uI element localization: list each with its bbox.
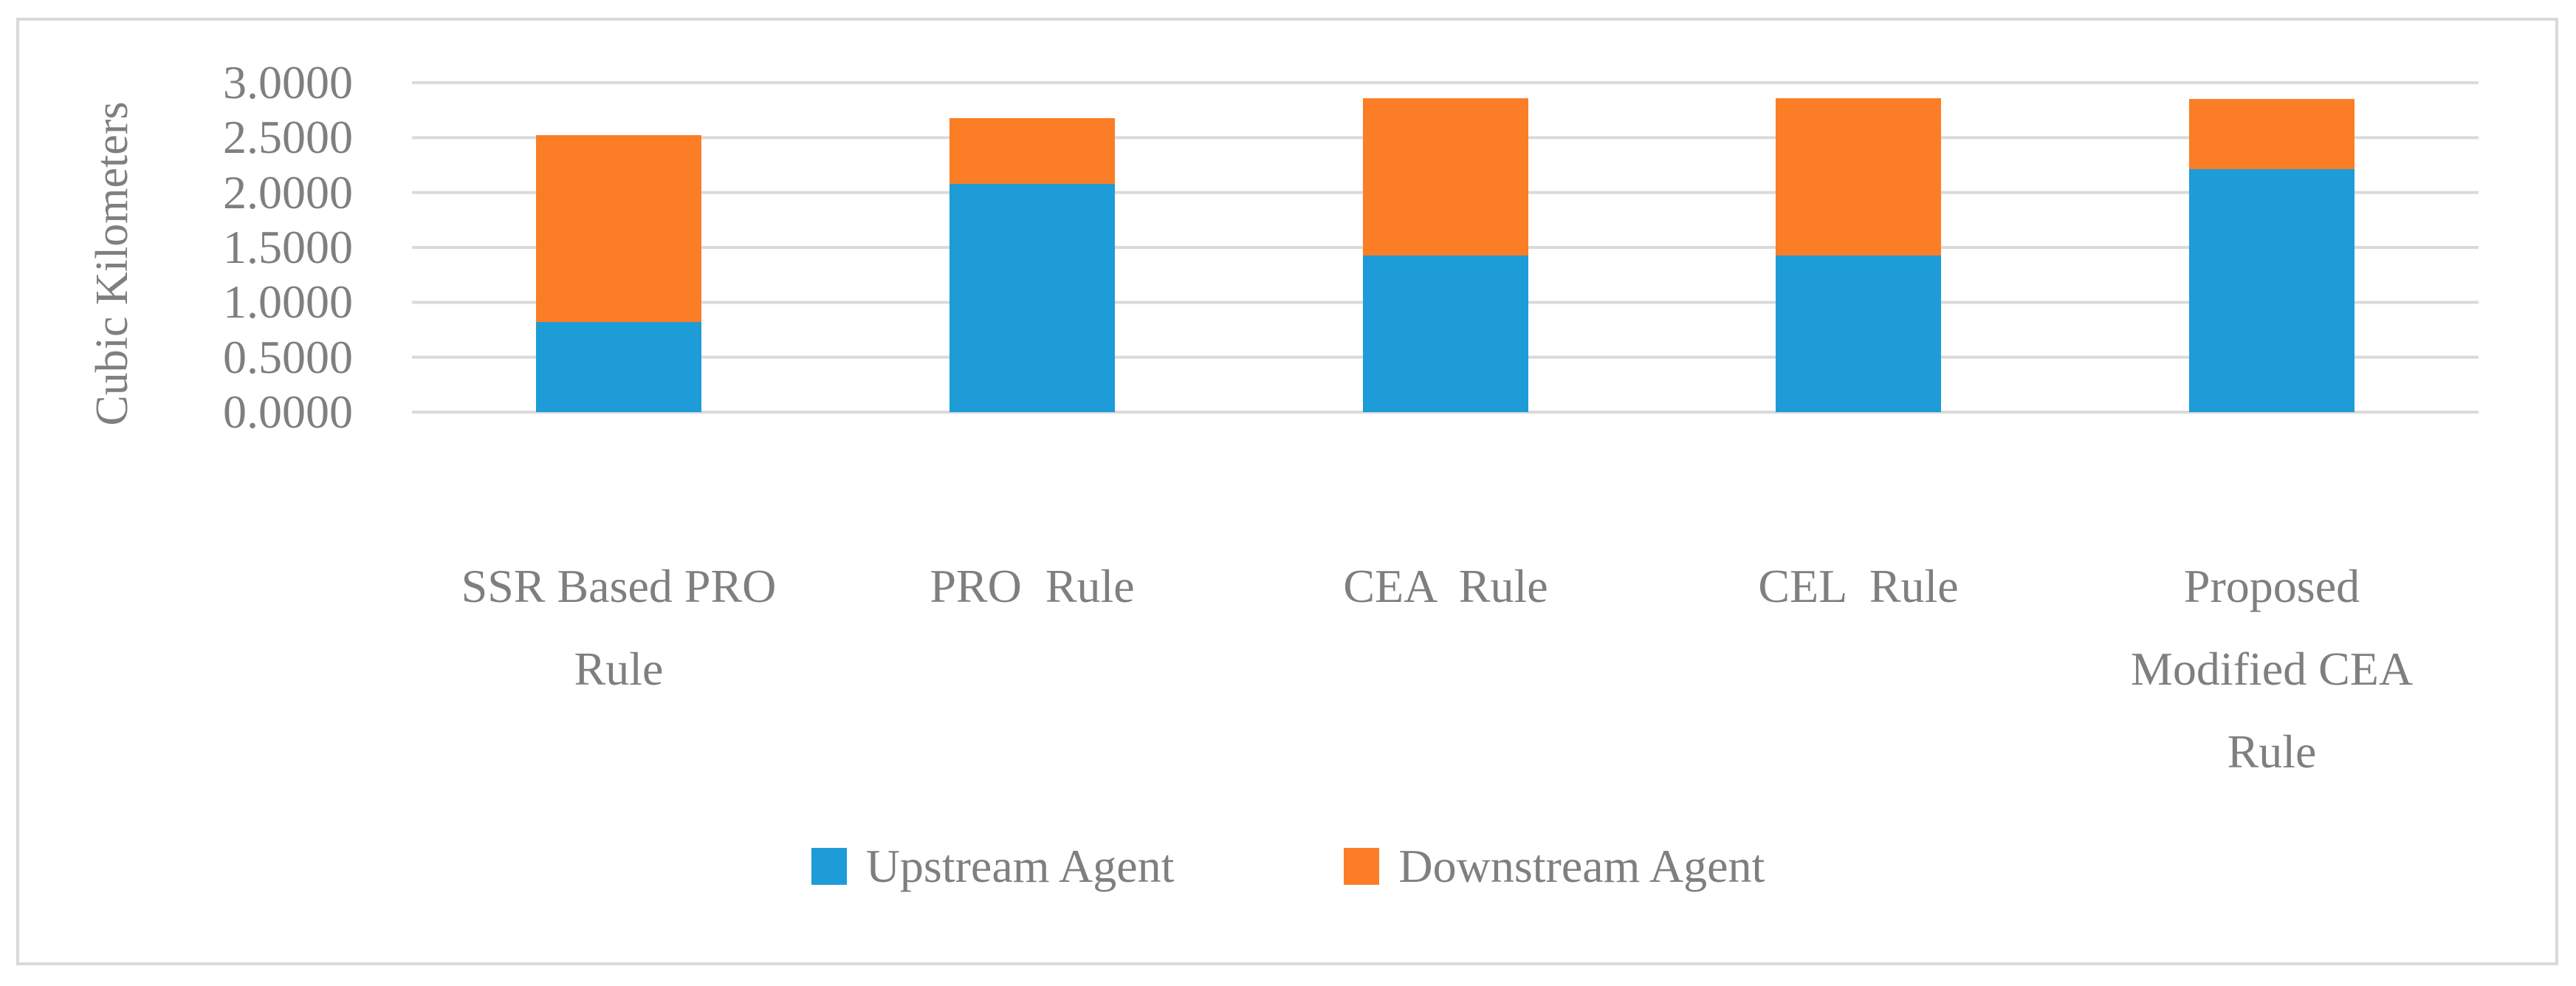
- legend-item-downstream-agent: Downstream Agent: [1344, 833, 1765, 900]
- legend-item-upstream-agent: Upstream Agent: [811, 833, 1175, 900]
- x-category-label: SSR Based PRO Rule: [461, 560, 777, 695]
- bar-segment-upstream-agent: [949, 184, 1115, 412]
- bar-segment-downstream-agent: [2189, 99, 2355, 169]
- y-tick-label: 0.5000: [223, 331, 353, 383]
- y-tick-label: 0.0000: [223, 386, 353, 438]
- legend-swatch-upstream-agent: [811, 848, 847, 885]
- chart-frame: [16, 18, 2558, 965]
- x-category-label: PRO Rule: [930, 560, 1135, 612]
- bar-segment-upstream-agent: [1363, 255, 1528, 412]
- x-category-label: Proposed Modified CEA Rule: [2130, 560, 2414, 778]
- x-category-label: CEL Rule: [1758, 560, 1959, 612]
- y-tick-label: 1.0000: [223, 275, 353, 328]
- bar-segment-downstream-agent: [949, 118, 1115, 184]
- bar-segment-upstream-agent: [2189, 169, 2355, 412]
- y-tick-label: 2.5000: [223, 111, 353, 163]
- bar-segment-upstream-agent: [536, 322, 701, 412]
- y-tick-label: 3.0000: [223, 56, 353, 109]
- legend-label-downstream-agent: Downstream Agent: [1398, 840, 1765, 892]
- x-category-label: CEA Rule: [1343, 560, 1548, 612]
- y-tick-label: 2.0000: [223, 166, 353, 219]
- bar-segment-upstream-agent: [1776, 255, 1941, 412]
- y-tick-label: 1.5000: [223, 221, 353, 273]
- bar-segment-downstream-agent: [536, 135, 701, 322]
- bar-segment-downstream-agent: [1776, 98, 1941, 256]
- legend-label-upstream-agent: Upstream Agent: [865, 840, 1175, 892]
- legend: Upstream Agent Downstream Agent: [0, 833, 2576, 900]
- legend-swatch-downstream-agent: [1344, 848, 1380, 885]
- bar-segment-downstream-agent: [1363, 98, 1528, 256]
